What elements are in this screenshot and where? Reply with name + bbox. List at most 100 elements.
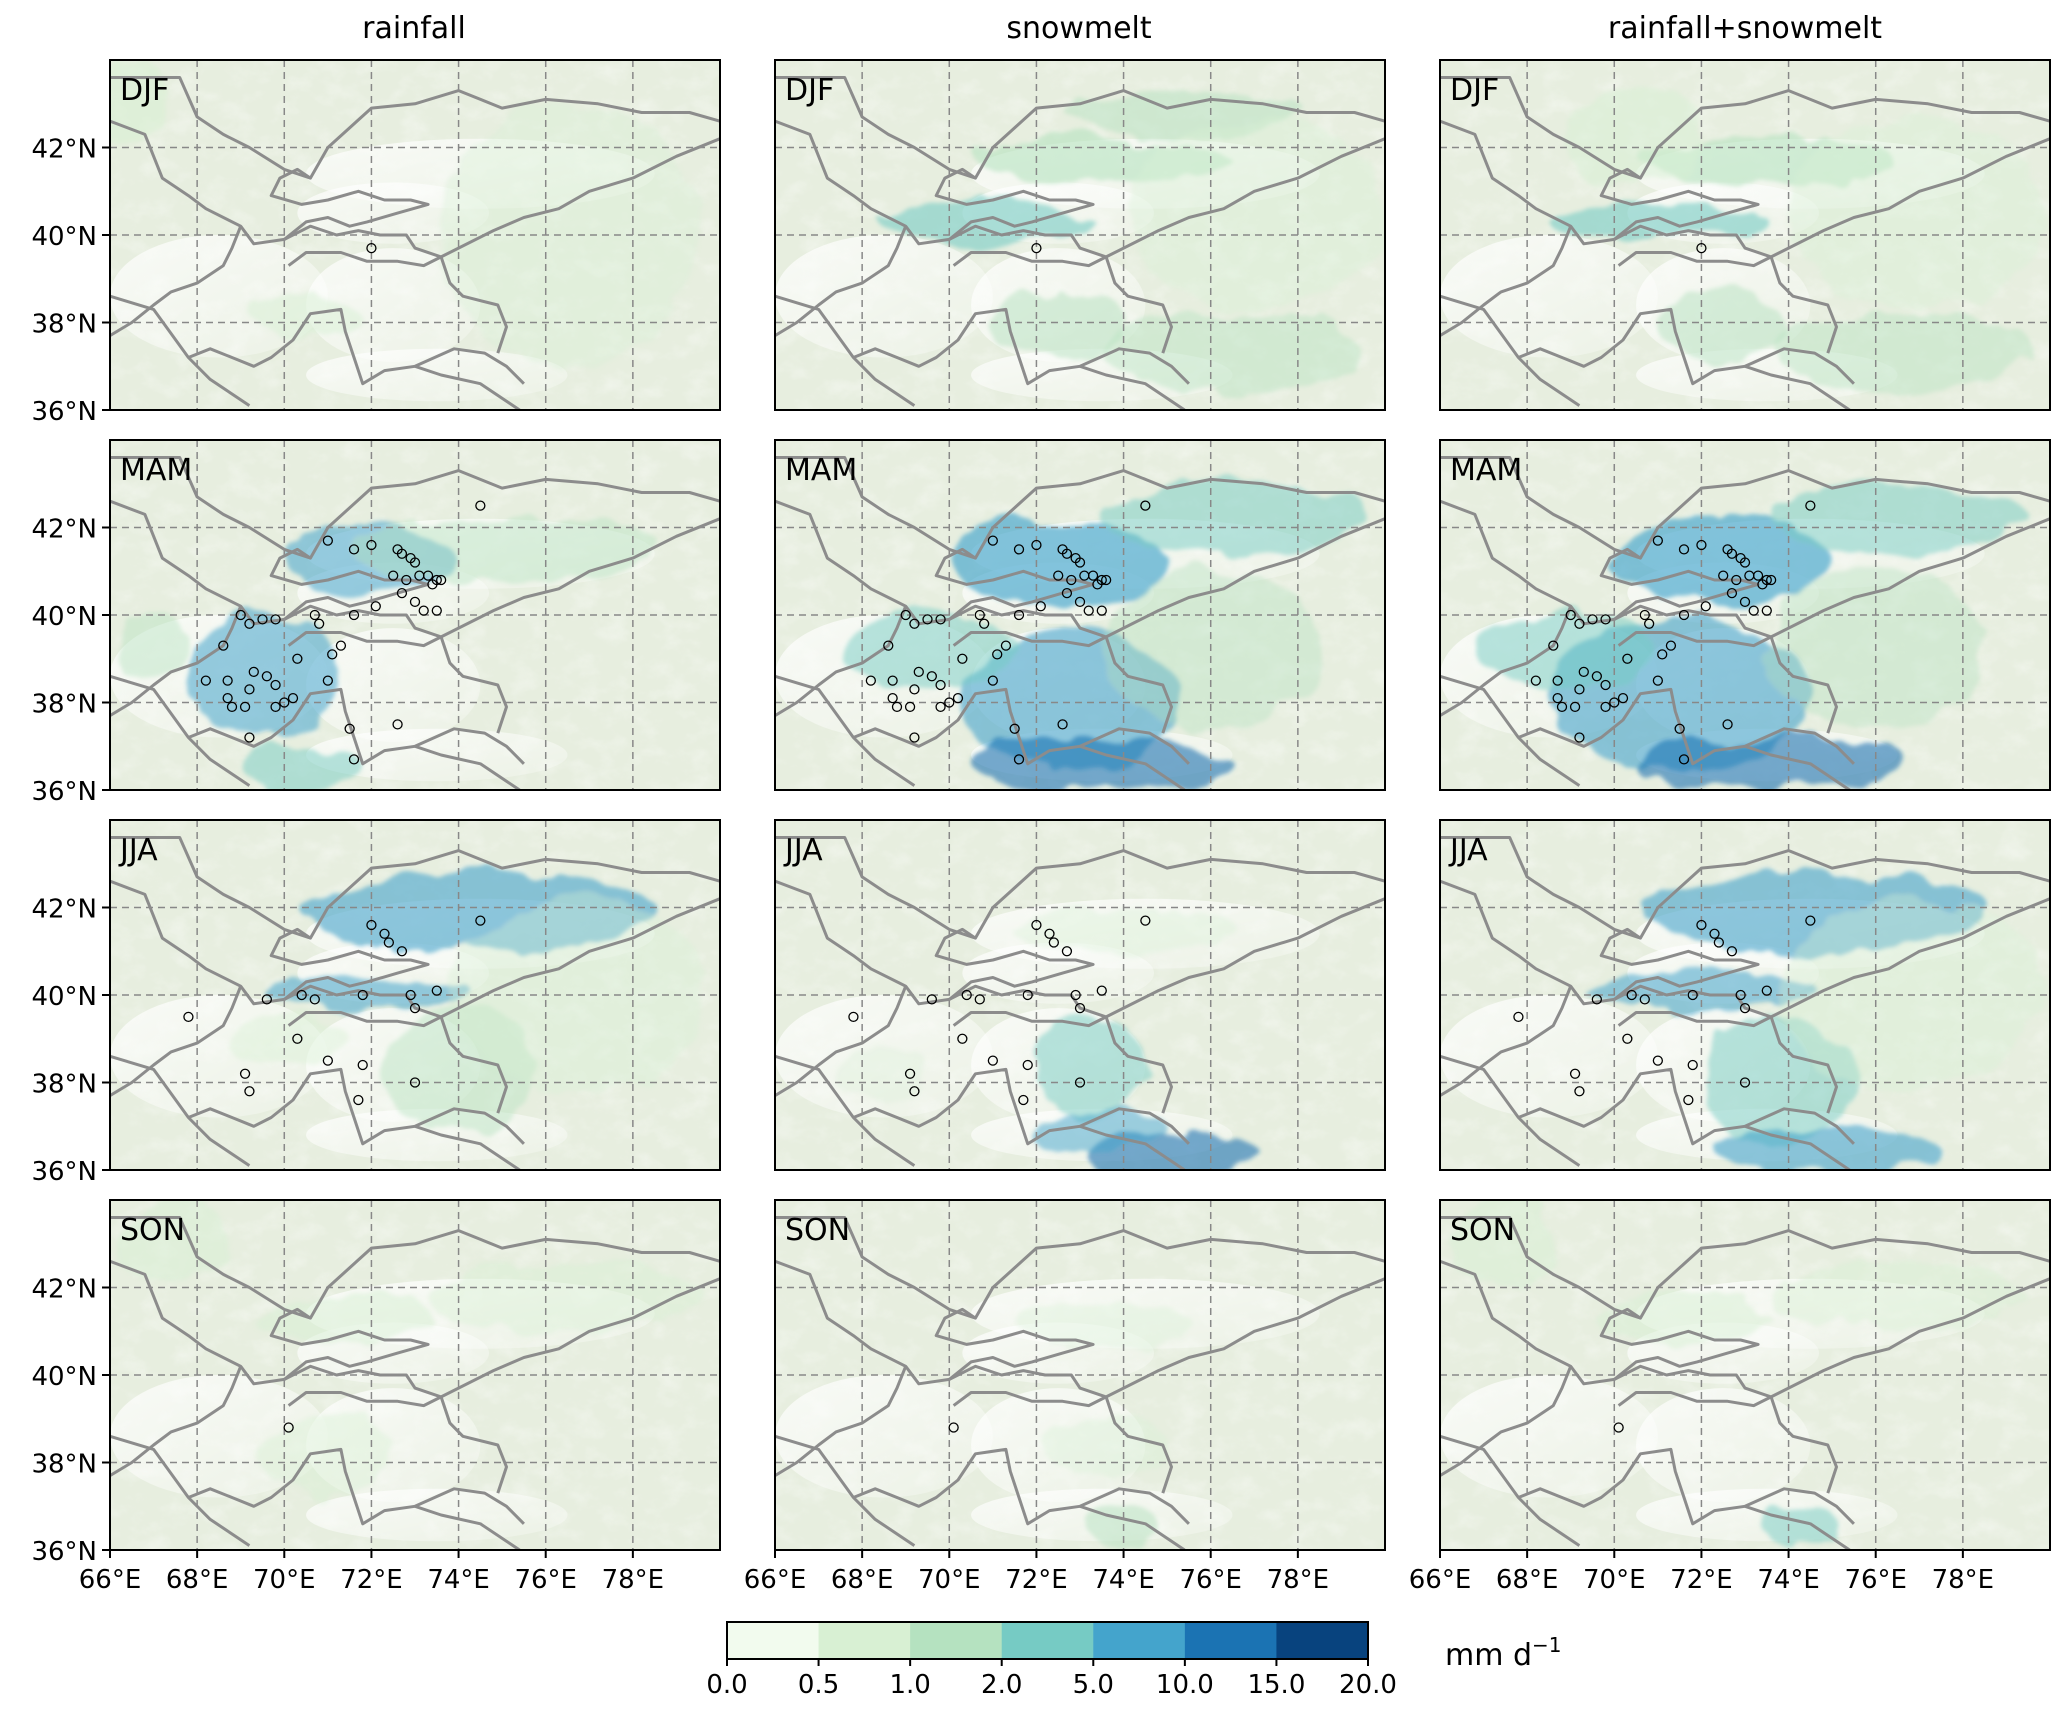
country-border [110, 1054, 251, 1167]
station-marker [270, 679, 281, 691]
country-border [1440, 674, 1581, 787]
station-marker [1739, 557, 1751, 568]
country-border [775, 1259, 950, 1386]
station-marker [1548, 640, 1559, 651]
panel-jja-2: JJA [774, 819, 1386, 1171]
country-border [952, 1391, 1107, 1408]
y-tick-label: 38°N [31, 690, 97, 720]
country-border [1599, 927, 1760, 1001]
value-blob [262, 1291, 437, 1345]
station-marker [1739, 1002, 1751, 1014]
country-border [1440, 225, 1573, 337]
country-border [110, 294, 251, 407]
station-marker [1735, 989, 1746, 1001]
x-tick-label: 70°E [918, 1565, 981, 1595]
x-tick-label: 68°E [1496, 1565, 1559, 1595]
country-border [287, 251, 442, 268]
country-border [775, 1054, 916, 1167]
station-marker [1731, 574, 1742, 586]
station-marker [431, 574, 442, 586]
colorbar-box [818, 1622, 911, 1659]
station-marker [1031, 919, 1042, 931]
station-marker [431, 605, 442, 616]
country-border [439, 636, 508, 734]
colorbar-boxes [727, 1622, 1369, 1659]
country-border [775, 119, 950, 246]
station-marker [865, 675, 877, 686]
country-border [269, 927, 430, 1001]
country-border [414, 1124, 521, 1170]
colorbar-unit-text: mm d [1445, 1638, 1532, 1673]
station-marker [1609, 697, 1620, 708]
colorbar-tick-label: 5.0 [1073, 1670, 1114, 1700]
country-border [110, 985, 243, 1097]
station-marker [396, 548, 408, 559]
panel-frame [1439, 59, 2051, 411]
station-marker [1574, 732, 1585, 743]
country-border [110, 836, 720, 940]
station-marker [913, 666, 924, 678]
station-marker [348, 754, 360, 765]
station-marker [1578, 666, 1589, 678]
station-marker [1569, 1068, 1581, 1079]
station-marker [1748, 605, 1759, 616]
station-marker [396, 587, 408, 599]
station-marker [1805, 500, 1816, 511]
station-marker [183, 1011, 194, 1023]
colorbar-box [1184, 1622, 1277, 1659]
country-border [1079, 364, 1186, 410]
value-field [1548, 81, 2050, 393]
panel-djf-2: DJF [774, 59, 1386, 411]
station-marker [366, 242, 377, 254]
station-marker [409, 596, 421, 608]
season-label: SON [120, 1213, 185, 1248]
country-border [110, 119, 285, 246]
value-blob [1723, 1130, 1942, 1170]
station-marker [287, 692, 299, 704]
x-tick-label: 74°E [1757, 1565, 1820, 1595]
country-border [110, 225, 243, 337]
panel-frame [1439, 1199, 2051, 1551]
y-tick-label: 36°N [31, 397, 97, 427]
station-marker [1613, 1422, 1624, 1433]
x-tick-label: 66°E [744, 1565, 807, 1595]
station-marker [348, 544, 360, 555]
column-titles: rainfall snowmelt rainfall+snowmelt [362, 11, 1882, 46]
station-marker [344, 723, 355, 734]
station-marker [1622, 653, 1633, 664]
y-tick-label: 40°N [31, 222, 97, 252]
panel-frame [1439, 439, 2051, 791]
station-marker [1678, 609, 1690, 621]
station-marker [1765, 574, 1777, 586]
station-marker [1639, 994, 1650, 1005]
station-marker [1574, 1086, 1585, 1097]
x-tick-label: 78°E [1932, 1565, 1995, 1595]
column-title-snowmelt: snowmelt [1006, 11, 1152, 46]
station-marker [1665, 640, 1677, 651]
country-border [952, 1011, 1107, 1028]
station-marker [1718, 570, 1729, 581]
value-blob [883, 204, 1102, 240]
station-marker [1530, 675, 1542, 686]
station-marker [1600, 679, 1611, 691]
station-marker [1140, 915, 1151, 926]
value-blob [262, 1410, 394, 1498]
station-marker [1678, 544, 1690, 555]
country-border [1440, 605, 1573, 717]
country-border [287, 1011, 442, 1028]
station-marker [296, 989, 307, 1001]
country-border [775, 225, 908, 337]
station-marker [1066, 574, 1077, 586]
station-marker [261, 994, 273, 1005]
station-marker [226, 701, 238, 713]
station-marker [1652, 535, 1664, 546]
station-marker [1696, 242, 1707, 254]
country-border [1440, 499, 1615, 626]
station-marker [1687, 989, 1698, 1001]
station-marker [922, 614, 933, 625]
country-border [287, 631, 442, 648]
station-marker [1140, 500, 1151, 511]
country-border [439, 1396, 508, 1494]
panel-mam-3: MAM [1439, 439, 2051, 791]
